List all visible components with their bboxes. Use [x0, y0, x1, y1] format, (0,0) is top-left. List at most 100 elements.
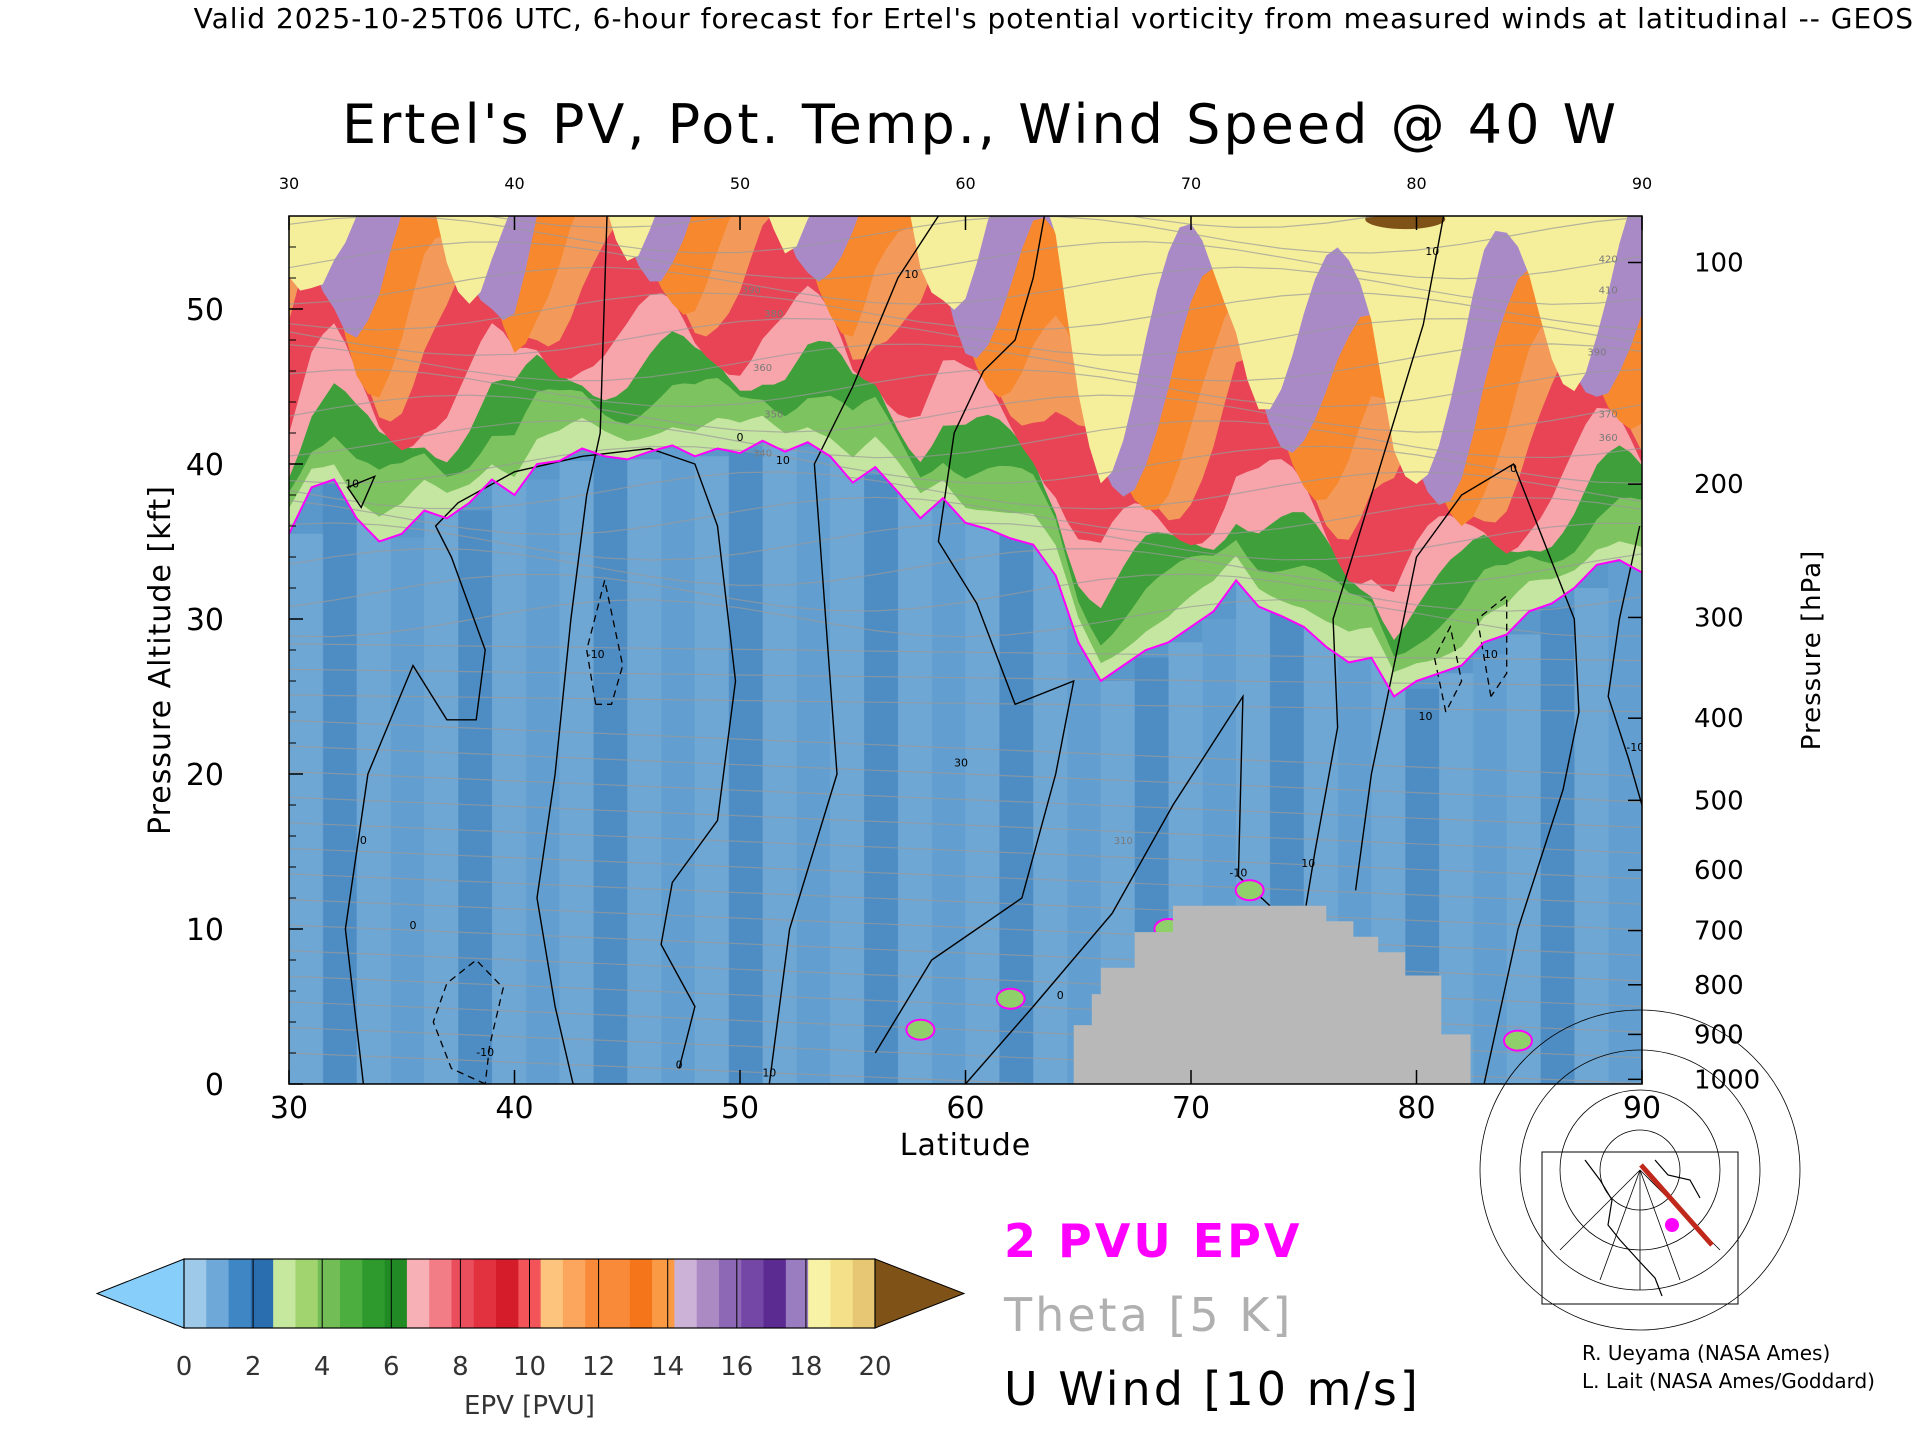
theta-contour [289, 419, 1642, 459]
colorbar-segment [362, 1259, 386, 1328]
u-wind-contour-negative [1433, 624, 1463, 713]
colorbar-tick-label: 2 [245, 1352, 262, 1382]
chart-title: Ertel's PV, Pot. Temp., Wind Speed @ 40 … [342, 93, 1619, 156]
theta-label: 340 [753, 448, 772, 459]
theta-contour [289, 573, 1642, 612]
theta-contour [289, 771, 1642, 829]
x-tick-label: 30 [270, 1091, 308, 1126]
location-marker [1665, 1218, 1679, 1232]
theta-contour [289, 899, 1642, 956]
colorbar-segment [585, 1259, 609, 1328]
pv-cell [965, 522, 1000, 1084]
x-tick-label: 60 [946, 1091, 984, 1126]
pressure-tick-label: 300 [1694, 603, 1744, 633]
colorbar-segment [473, 1259, 497, 1328]
y-tick-label: 50 [186, 293, 224, 328]
u-wind-label: 10 [1301, 857, 1315, 870]
theta-contour [289, 292, 1642, 331]
pressure-tick-label: 800 [1694, 971, 1744, 1001]
colorbar-segment [406, 1259, 430, 1328]
x-top-tick-label: 60 [955, 174, 975, 193]
legend-pv-line: 2 PVU EPV [1004, 1214, 1303, 1268]
colorbar-segment [295, 1259, 319, 1328]
latitude-circle [1479, 1009, 1801, 1331]
pv-surface-blob [905, 1018, 936, 1041]
theta-contour [289, 745, 1642, 803]
y-tick-label: 0 [205, 1068, 224, 1103]
theta-contour [289, 471, 1642, 510]
theta-label: 410 [1599, 286, 1618, 297]
colorbar-segment [384, 1259, 408, 1328]
theta-contour [289, 343, 1642, 382]
x-tick-label: 90 [1623, 1091, 1661, 1126]
theta-label: 360 [1599, 433, 1618, 444]
pv-cell [289, 533, 324, 1084]
theta-contour [289, 445, 1642, 484]
colorbar-under-arrow [95, 1258, 185, 1329]
axes: Ertel's PV, Pot. Temp., Wind Speed @ 40 … [143, 93, 1827, 1163]
x-top-tick-label: 90 [1632, 174, 1652, 193]
colorbar-segment [763, 1259, 787, 1328]
meridian-line [1559, 1169, 1641, 1251]
y-tick-label: 10 [186, 913, 224, 948]
u-wind-contour-negative [586, 580, 624, 705]
colorbar-segment [429, 1259, 453, 1328]
theta-label: 350 [764, 410, 783, 421]
pv-cell [1439, 673, 1474, 1084]
legend-u-wind: U Wind [10 m/s] [1004, 1362, 1421, 1416]
theta-label: 390 [742, 286, 761, 297]
colorbar-segment [496, 1259, 519, 1328]
colorbar-segment [718, 1259, 742, 1328]
u-wind-contour [1354, 462, 1580, 1084]
theta-contour [289, 547, 1642, 587]
pressure-tick-label: 1000 [1694, 1065, 1760, 1095]
u-wind-contour [874, 216, 1075, 1054]
inset-map [1479, 1009, 1801, 1331]
theta-contour [289, 873, 1642, 931]
colorbar-segment [607, 1259, 631, 1328]
credit-line-1: R. Ueyama (NASA Ames) [1582, 1341, 1831, 1365]
pv-cell [1608, 562, 1642, 1084]
y-axis-label: Pressure Altitude [kft] [143, 485, 178, 835]
pv-cell [1506, 634, 1542, 1084]
theta-label: 310 [1114, 836, 1133, 847]
pv-cell [796, 446, 831, 1084]
pv-cell [1574, 588, 1609, 1084]
pv-surface-blob [995, 987, 1026, 1010]
pv-cell [762, 440, 797, 1084]
theta-contour [289, 924, 1642, 982]
u-wind-label: 10 [1425, 245, 1439, 258]
x-top-tick-label: 30 [279, 174, 299, 193]
colorbar-segment [250, 1259, 274, 1328]
colorbar-tick-label: 16 [720, 1352, 753, 1382]
pv-surface-blob [1234, 879, 1265, 902]
terrain-mask [1073, 905, 1471, 1084]
colorbar-segment [808, 1259, 832, 1328]
cross-section-track [1639, 1163, 1714, 1247]
u-wind-label: -10 [476, 1046, 494, 1059]
colorbar-segment [629, 1259, 653, 1328]
pv-cell [931, 508, 966, 1084]
u-wind-label: 0 [360, 834, 367, 847]
theta-contour [289, 368, 1642, 408]
theta-label: 420 [1599, 255, 1618, 266]
colorbar-tick-label: 4 [314, 1352, 331, 1382]
pv-cell [1540, 607, 1575, 1084]
pv-cell [627, 459, 662, 1084]
u-wind-label: 10 [345, 477, 359, 490]
colorbar-tick-label: 0 [176, 1352, 193, 1382]
colorbar-tick-label: 20 [858, 1352, 891, 1382]
y-right-axis-label: Pressure [hPa] [1797, 550, 1827, 751]
colorbar: 0 2 4 6 8 10 12 14 16 18 20 EPV [PVU] [95, 1258, 966, 1421]
plot-area: 390 380 360 350 340 310 410 420 390 370 360 10 0 -10 0… [289, 216, 1642, 1084]
x-axis-label: Latitude [900, 1128, 1031, 1163]
colorbar-segment [741, 1259, 765, 1328]
u-wind-label: 0 [1510, 462, 1517, 475]
pressure-tick-label: 500 [1694, 786, 1744, 816]
u-wind-contour [964, 694, 1271, 1084]
colorbar-segment [228, 1259, 252, 1328]
colorbar-segment [652, 1259, 675, 1328]
meridian-line [1639, 1169, 1681, 1281]
u-wind-contour [1305, 216, 1445, 906]
theta-contour [289, 598, 1642, 638]
